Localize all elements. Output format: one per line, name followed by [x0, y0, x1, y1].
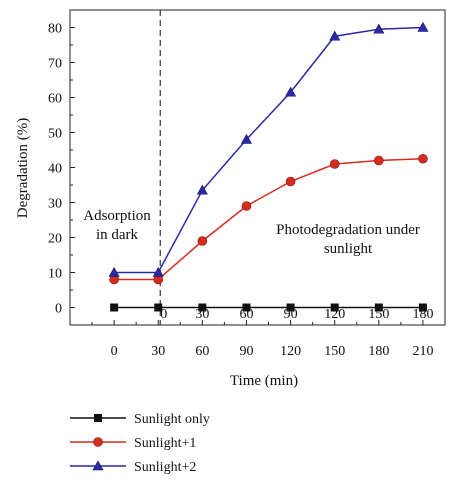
plot-area-border — [69, 9, 446, 326]
y-tick-label-30: 30 — [48, 197, 62, 212]
x-tick-label-150: 150 — [324, 344, 345, 359]
y-tick-label-60: 60 — [48, 92, 62, 107]
data-point-s2-3 — [240, 133, 252, 144]
x-axis-label: Time (min) — [230, 373, 298, 389]
data-point-s2-7 — [417, 21, 429, 32]
data-point-s1-7 — [418, 153, 428, 164]
data-point-s1-4 — [285, 176, 296, 187]
data-point-s2-5 — [329, 30, 341, 41]
plot-frame — [69, 9, 446, 326]
series-line-1 — [114, 158, 423, 281]
data-point-s2-4 — [285, 86, 297, 97]
y-tick-label-40: 40 — [48, 162, 62, 177]
data-point-s0-1 — [154, 303, 163, 312]
legend-marker-2 — [92, 460, 104, 471]
annotation-photodegradation-line1: Photodegradation under — [276, 222, 420, 238]
series-line-2 — [114, 26, 423, 274]
annotations: Adsorption in dark Photodegradation unde… — [83, 208, 420, 257]
data-point-s0-2 — [198, 303, 207, 312]
data-point-s0-6 — [374, 303, 383, 312]
y-tick-label-70: 70 — [48, 57, 62, 72]
x-tick-label-30: 30 — [151, 344, 165, 359]
annotation-photodegradation-line2: sunlight — [324, 241, 373, 257]
legend: Sunlight only Sunlight+1 Sunlight+2 — [70, 412, 210, 475]
y-axis-label: Degradation (%) — [15, 118, 31, 218]
x-tick-label-210: 210 — [412, 344, 433, 359]
data-point-s1-3 — [241, 201, 252, 211]
y-tick-label-10: 10 — [48, 267, 62, 282]
series-2 — [108, 21, 429, 277]
x-tick-label-120: 120 — [280, 344, 301, 359]
data-point-s1-2 — [197, 236, 208, 246]
y-tick-label-20: 20 — [48, 232, 62, 247]
secondary-x-tick-label-150: 150 — [368, 307, 389, 322]
data-point-s0-3 — [242, 303, 251, 312]
data-point-s0-5 — [330, 303, 339, 312]
x-tick-label-0: 0 — [111, 344, 118, 359]
series-0 — [110, 303, 427, 312]
series-layer — [108, 21, 429, 312]
data-point-s2-2 — [196, 184, 208, 195]
data-point-s0-0 — [110, 303, 119, 312]
secondary-x-tick-label-0: 0 — [160, 307, 167, 322]
x-tick-label-90: 90 — [239, 344, 253, 359]
data-point-s0-4 — [286, 303, 295, 312]
annotation-adsorption-line2: in dark — [96, 227, 139, 243]
data-point-s2-0 — [108, 266, 120, 277]
y-tick-label-0: 0 — [55, 302, 62, 317]
legend-label-2: Sunlight+2 — [134, 460, 196, 475]
data-point-s0-7 — [418, 303, 427, 312]
x-tick-label-180: 180 — [368, 344, 389, 359]
legend-marker-0 — [94, 414, 102, 422]
data-point-s1-6 — [374, 155, 384, 166]
secondary-x-tick-label-180: 180 — [412, 307, 433, 322]
legend-label-0: Sunlight only — [134, 412, 210, 427]
legend-marker-1 — [93, 437, 103, 447]
data-point-s2-6 — [373, 23, 385, 34]
y-tick-label-80: 80 — [48, 22, 62, 37]
annotation-adsorption-line1: Adsorption — [83, 208, 151, 224]
legend-label-1: Sunlight+1 — [134, 436, 196, 451]
data-point-s2-1 — [152, 266, 164, 277]
secondary-x-tick-label-120: 120 — [324, 307, 345, 322]
x-tick-label-60: 60 — [195, 344, 209, 359]
y-tick-label-50: 50 — [48, 127, 62, 142]
series-1 — [109, 153, 428, 285]
data-point-s1-5 — [329, 159, 340, 169]
